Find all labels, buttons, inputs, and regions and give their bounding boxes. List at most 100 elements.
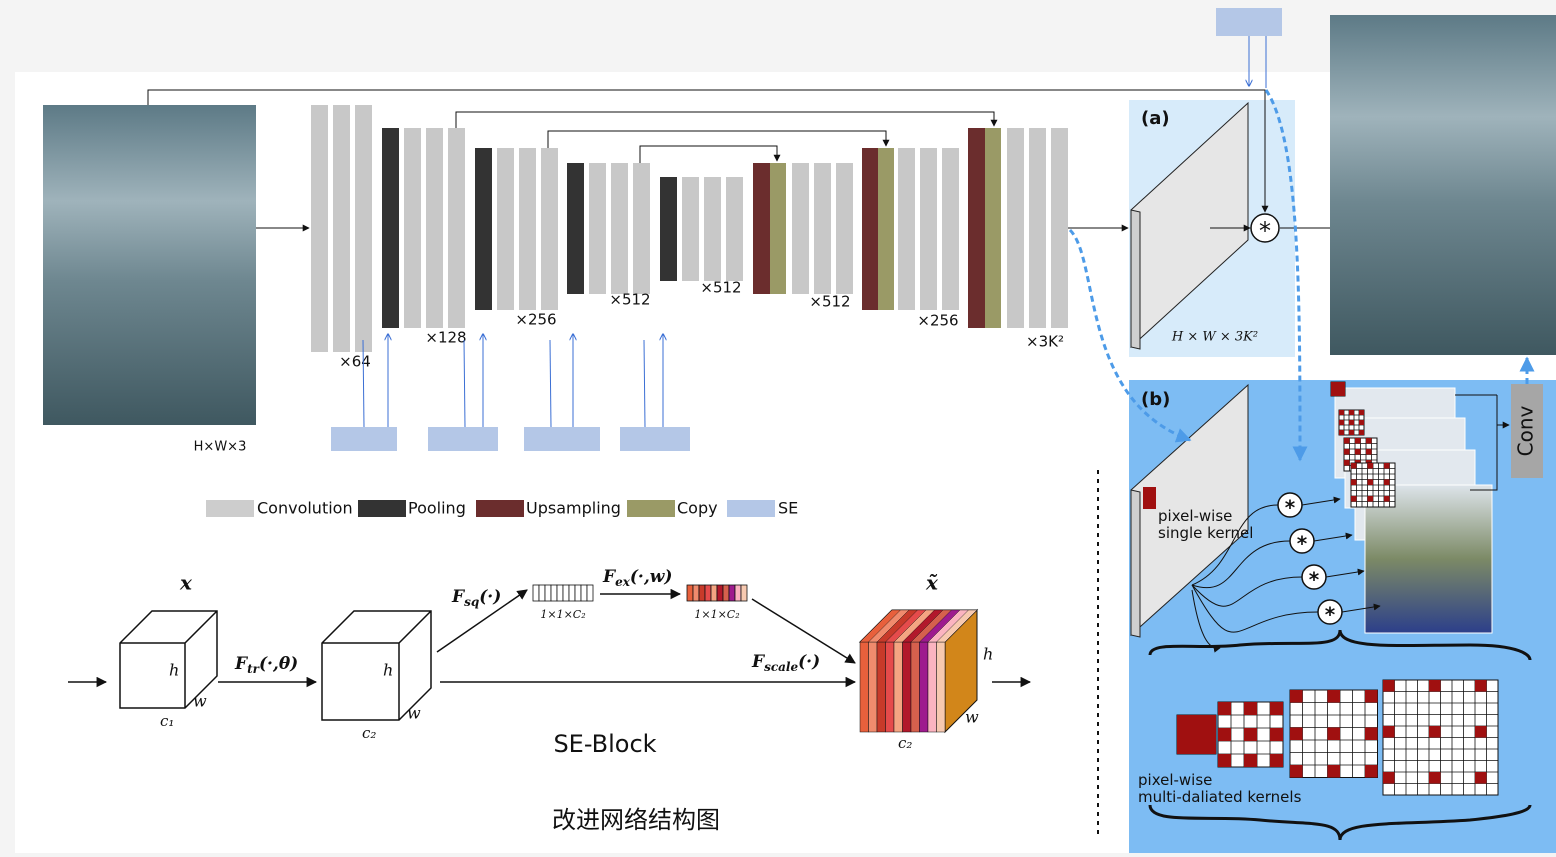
se-line: [549, 339, 552, 428]
skip-link: [547, 130, 890, 148]
link: [1191, 504, 1279, 586]
channel: [876, 641, 886, 733]
vector-size: 1×1×C₂: [540, 608, 585, 621]
cube-h: h: [169, 661, 179, 680]
kernel-cell: [1383, 680, 1395, 692]
vector-cell: [698, 584, 706, 602]
kernel-cell: [1365, 765, 1378, 778]
kernel-cell: [1383, 726, 1395, 738]
se-box: [620, 427, 690, 451]
feature-image: [1364, 484, 1493, 634]
input-image: [43, 105, 256, 425]
vector-cell: [686, 584, 694, 602]
conv-op: [1250, 213, 1280, 243]
layer: [985, 128, 1001, 328]
kernel-cell: [1327, 765, 1340, 778]
cube-c: c₂: [362, 724, 376, 742]
layer-count: ×256: [917, 312, 958, 330]
link: [1191, 540, 1291, 589]
channel: [927, 641, 937, 733]
layer: [682, 177, 699, 281]
kernel-cell: [1367, 479, 1373, 485]
vector-cell: [550, 584, 558, 602]
kernel-cell: [1270, 754, 1283, 767]
kernel-cell: [1327, 690, 1340, 703]
skip-link: [147, 89, 1269, 213]
vector-cell: [538, 584, 546, 602]
channel: [885, 641, 895, 733]
layer: [589, 163, 606, 294]
vector-cell: [722, 584, 730, 602]
se-box: [1216, 8, 1282, 36]
kernel-cell: [1218, 728, 1231, 741]
kernel-cell: [1355, 449, 1361, 455]
vector-cell: [740, 584, 748, 602]
vector-cell: [586, 584, 594, 602]
f-tr: Ftr(·,θ): [234, 654, 298, 676]
kernel-cell: [1190, 741, 1203, 754]
link: [1301, 496, 1341, 506]
layer: [878, 148, 894, 310]
kernel-cell: [1359, 420, 1364, 425]
layer: [660, 177, 677, 281]
layer: [519, 148, 536, 310]
tensor-side: [1130, 489, 1141, 638]
kernel-cell: [1383, 772, 1395, 784]
kernels: [1176, 381, 1499, 796]
layer: [311, 105, 328, 352]
channel: [859, 641, 869, 733]
se-title: SE-Block: [553, 730, 656, 758]
conv-box: [1511, 384, 1543, 478]
channel-top: [936, 609, 978, 643]
star: *: [1325, 603, 1336, 627]
kernel-cell: [1244, 702, 1257, 715]
kernel-cell: [1218, 754, 1231, 767]
star: *: [1259, 217, 1271, 245]
legend-label: Pooling: [408, 499, 466, 518]
kernel-cell: [1177, 741, 1190, 754]
panel-tag: (b): [1141, 389, 1170, 410]
cube-h: h: [983, 645, 993, 664]
layer: [836, 163, 853, 294]
vector-cell: [532, 584, 540, 602]
multi-kernels-label: pixel-wise multi-daliated kernels: [1138, 771, 1302, 806]
tensor-side: [1130, 209, 1141, 350]
layer: [1007, 128, 1024, 328]
channel: [936, 641, 946, 733]
se-line: [362, 339, 365, 428]
kernel-cell: [1475, 726, 1487, 738]
legend-swatch: [476, 500, 524, 517]
kernel-cell: [1327, 727, 1340, 740]
brace: [1148, 804, 1532, 841]
kernel-cell: [1190, 715, 1203, 728]
f-ex: Fex(·,w): [602, 567, 672, 589]
link: [1341, 603, 1381, 613]
vector-cell: [692, 584, 700, 602]
cube-w: w: [193, 692, 207, 711]
kernel-cell: [1218, 702, 1231, 715]
layer: [497, 148, 514, 310]
layer: [611, 163, 628, 294]
vector-cell: [544, 584, 552, 602]
kernel-cell: [1475, 772, 1487, 784]
layer: [814, 163, 831, 294]
vector-cell: [704, 584, 712, 602]
kernel-cell: [1244, 728, 1257, 741]
kernel-cell: [1349, 430, 1354, 435]
kernel-cell: [1349, 420, 1354, 425]
legend-label: SE: [778, 499, 798, 518]
layer: [355, 105, 372, 352]
kernel-cell: [1384, 496, 1390, 502]
vector-cell: [716, 584, 724, 602]
layer: [541, 148, 558, 310]
kernel-cell: [1331, 382, 1345, 396]
kernel-cell: [1344, 438, 1350, 444]
kernel-cell: [1177, 715, 1190, 728]
arrow: [751, 598, 856, 664]
kernel-cell: [1475, 680, 1487, 692]
vector-cell: [734, 584, 742, 602]
skip-link: [455, 111, 998, 128]
layer: [1029, 128, 1046, 328]
kernel-cell: [1344, 460, 1350, 466]
